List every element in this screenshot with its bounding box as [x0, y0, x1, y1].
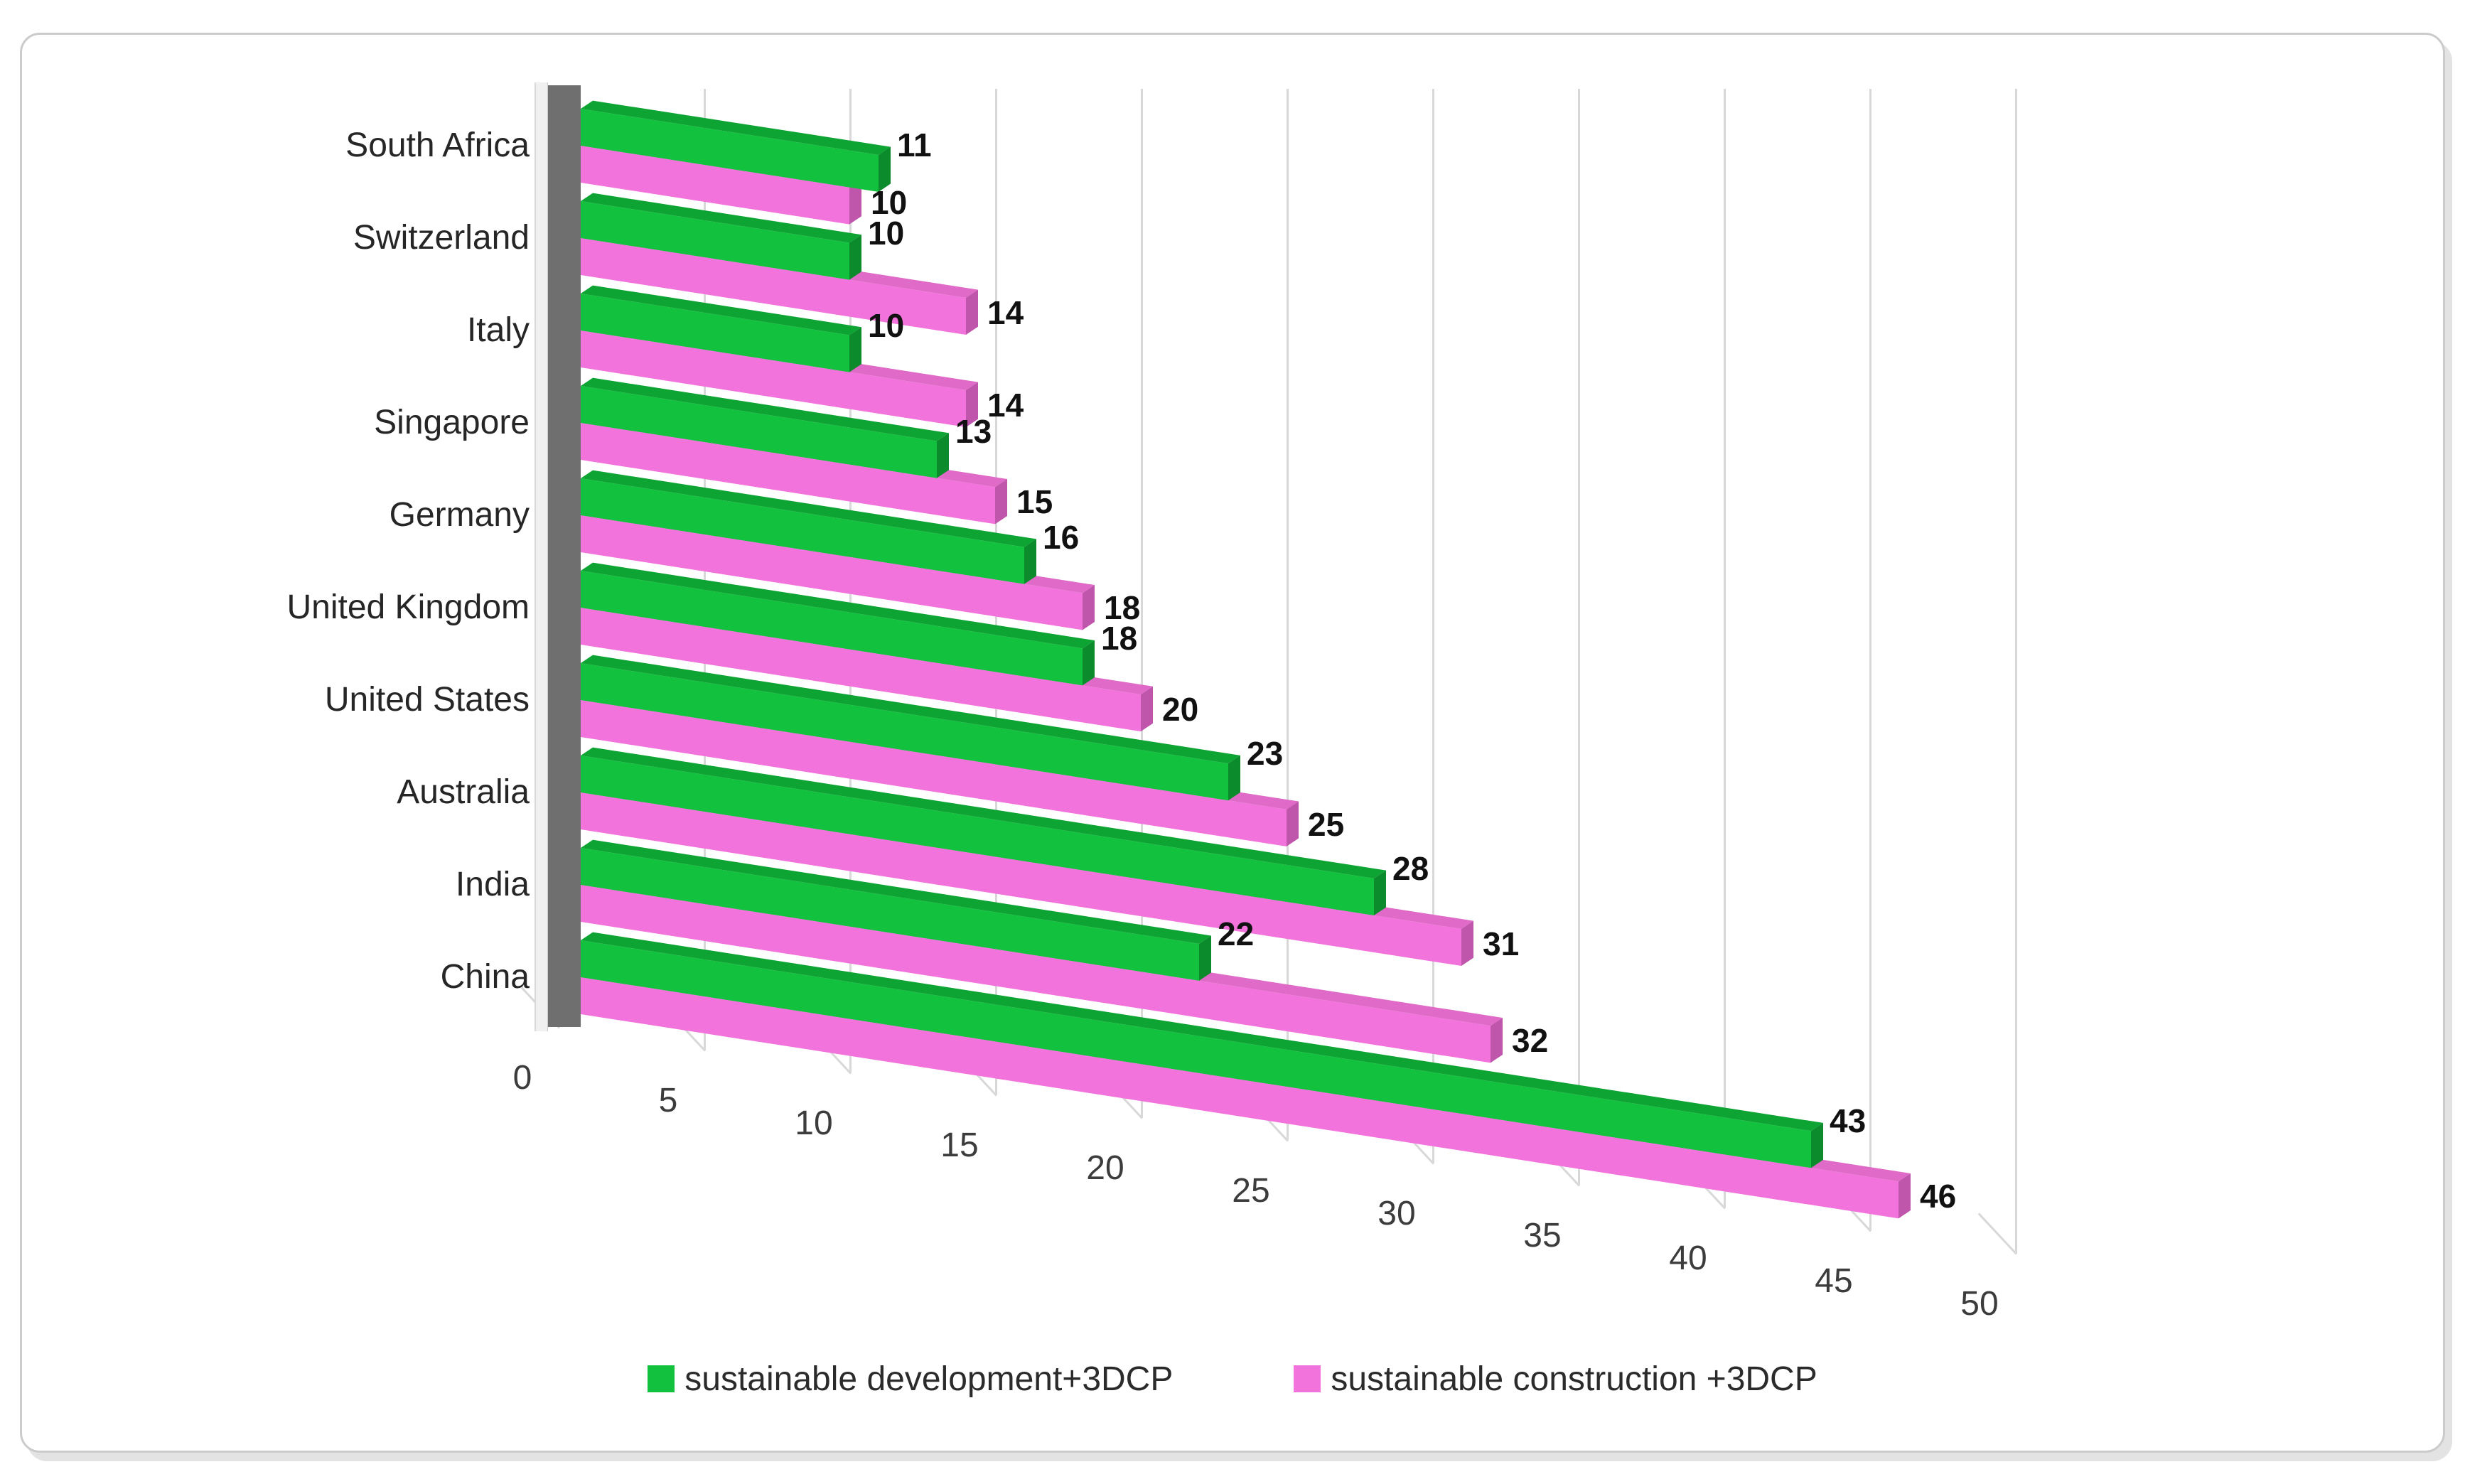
value-label-sustainable-construction-india: 32: [1512, 1022, 1549, 1060]
x-tick-label-15: 15: [940, 1127, 979, 1165]
value-label-sustainable-construction-australia: 31: [1483, 925, 1520, 963]
category-label-switzerland: Switzerland: [353, 219, 530, 257]
legend-label-sustainable-development: sustainable development+3DCP: [684, 1360, 1174, 1398]
category-label-italy: Italy: [466, 311, 530, 349]
category-label-united-states: United States: [324, 681, 530, 719]
category-label-singapore: Singapore: [374, 404, 530, 441]
gridline-x-50: [2015, 89, 2017, 1253]
value-label-sustainable-construction-united-states: 25: [1308, 805, 1345, 843]
value-label-sustainable-construction-switzerland: 14: [987, 294, 1024, 331]
x-tick-label-10: 10: [795, 1104, 833, 1142]
category-label-china: China: [440, 958, 530, 996]
x-tick-label-0: 0: [512, 1059, 532, 1097]
chart-card: [20, 33, 2445, 1453]
value-label-sustainable-development-singapore: 13: [955, 412, 992, 450]
value-label-sustainable-development-india: 22: [1218, 915, 1255, 952]
gridline-x-20: [1141, 89, 1143, 1118]
category-label-united-kingdom: United Kingdom: [286, 588, 530, 626]
value-label-sustainable-development-australia: 28: [1392, 849, 1429, 887]
gridline-foot-x-50: [1977, 1213, 2018, 1255]
category-label-south-africa: South Africa: [345, 127, 530, 164]
value-label-sustainable-construction-china: 46: [1920, 1178, 1957, 1215]
legend-label-sustainable-construction: sustainable construction +3DCP: [1331, 1360, 1817, 1398]
axis-wall-front: [535, 82, 548, 1031]
value-label-sustainable-construction-south-africa: 10: [871, 183, 908, 221]
x-tick-label-40: 40: [1669, 1240, 1707, 1278]
value-label-sustainable-development-germany: 16: [1043, 518, 1080, 556]
legend: sustainable development+3DCP sustainable…: [0, 1356, 2465, 1402]
x-tick-label-50: 50: [1960, 1284, 1999, 1323]
x-tick-label-5: 5: [658, 1081, 678, 1119]
category-label-india: India: [455, 866, 530, 903]
gridline-x-25: [1287, 89, 1289, 1140]
value-label-sustainable-construction-italy: 14: [987, 387, 1024, 424]
value-label-sustainable-construction-singapore: 15: [1016, 483, 1053, 521]
legend-swatch-sustainable-construction: [1294, 1365, 1321, 1392]
value-label-sustainable-development-united-states: 23: [1247, 735, 1284, 773]
value-label-sustainable-construction-united-kingdom: 20: [1162, 691, 1199, 728]
x-tick-label-25: 25: [1232, 1171, 1270, 1210]
legend-swatch-sustainable-development: [648, 1365, 675, 1392]
gridline-x-40: [1724, 89, 1726, 1208]
gridline-x-45: [1869, 89, 1871, 1230]
value-label-sustainable-construction-germany: 18: [1104, 589, 1141, 627]
value-label-sustainable-development-switzerland: 10: [868, 214, 905, 252]
axis-wall-side: [546, 85, 581, 1027]
x-tick-label-35: 35: [1523, 1217, 1562, 1255]
legend-item-sustainable-development: sustainable development+3DCP: [648, 1360, 1173, 1399]
x-tick-label-20: 20: [1086, 1149, 1124, 1188]
value-label-sustainable-development-italy: 10: [868, 306, 905, 344]
value-label-sustainable-development-china: 43: [1830, 1102, 1867, 1140]
gridline-x-35: [1578, 89, 1580, 1185]
value-label-sustainable-development-south-africa: 11: [897, 126, 932, 163]
value-label-sustainable-development-united-kingdom: 18: [1101, 620, 1138, 657]
category-label-australia: Australia: [397, 773, 530, 811]
x-tick-label-45: 45: [1815, 1262, 1853, 1300]
category-label-germany: Germany: [389, 496, 530, 534]
legend-item-sustainable-construction: sustainable construction +3DCP: [1294, 1360, 1817, 1399]
x-tick-label-30: 30: [1378, 1194, 1416, 1232]
gridline-x-30: [1432, 89, 1434, 1163]
